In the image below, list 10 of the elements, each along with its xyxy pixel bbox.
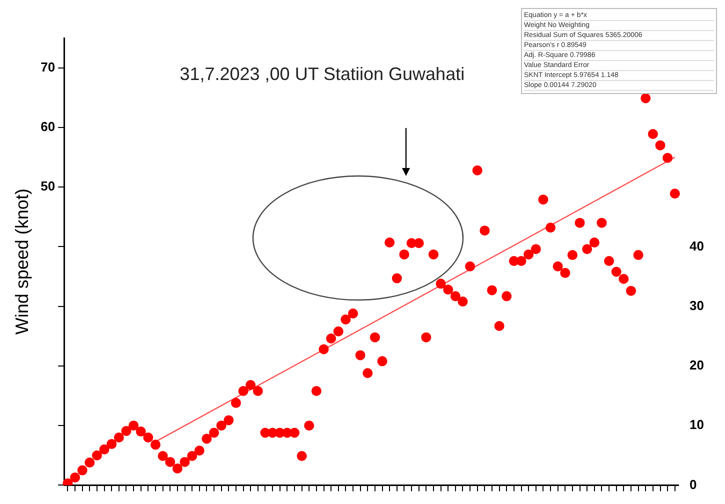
y2-tick-label: 0 — [690, 476, 697, 492]
y-tick-label: 50 — [40, 178, 56, 194]
y-tick-label: 60 — [40, 119, 56, 134]
y2-tick-label: 20 — [690, 358, 704, 373]
y2-tick-label: 30 — [690, 298, 704, 313]
y2-tick-label: 10 — [690, 417, 704, 432]
text: 31,7.2023 ,00 UT Statiion Guwahati — [180, 64, 465, 84]
y-axis-title: Wind speed (knot) — [12, 188, 32, 335]
y2-tick-label: 40 — [690, 238, 704, 254]
y-tick-label: 70 — [40, 59, 56, 74]
